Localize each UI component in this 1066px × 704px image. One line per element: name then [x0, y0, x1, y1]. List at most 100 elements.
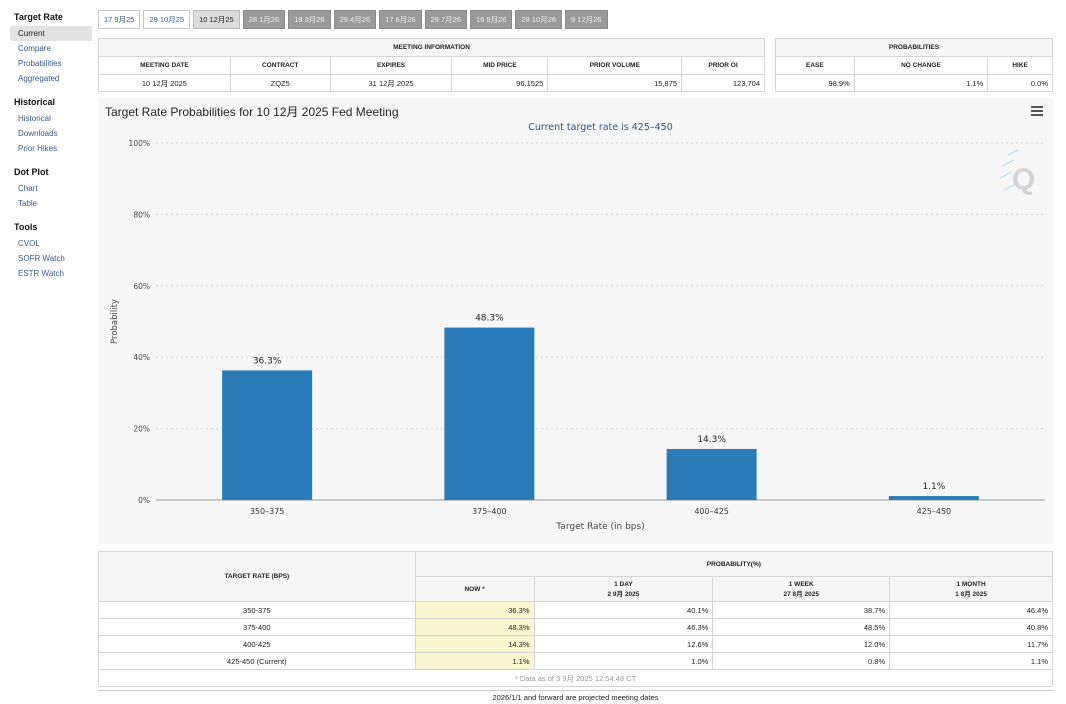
target-rate-cell: 425-450 (Current)	[98, 652, 416, 670]
col-no-change: NO CHANGE	[853, 56, 989, 75]
prior-volume-value: 15,875	[547, 74, 683, 92]
history-col-label: NOW *	[464, 585, 485, 593]
sidebar-group-tools: Tools	[14, 222, 38, 232]
probability-cell: 12.6%	[533, 635, 714, 653]
tab-meeting-10[interactable]: 9 12月26	[565, 10, 608, 29]
sidebar-group-historical: Historical	[14, 97, 56, 107]
history-col-date: 2 9月 2025	[607, 590, 640, 598]
ease-value: 98.9%	[775, 74, 855, 92]
chart-subtitle: Current target rate is 425–450	[528, 122, 673, 133]
probability-cell: 48.5%	[712, 618, 891, 636]
sidebar-group-target-rate: Target Rate	[14, 12, 63, 22]
bar-data-label: 14.3%	[697, 435, 726, 445]
sidebar-item-tools-sofr-watch[interactable]: SOFR Watch	[18, 254, 65, 263]
tab-meeting-8[interactable]: 16 9月26	[469, 10, 513, 29]
sidebar-item-tools-cvol[interactable]: CVOL	[18, 239, 40, 248]
probability-header: PROBABILITY(%)	[414, 551, 1054, 577]
bar-data-label: 1.1%	[922, 482, 945, 492]
probability-cell: 46.4%	[889, 601, 1053, 619]
table-row: 400-425 14.3% 12.6% 12.0% 11.7%	[98, 635, 1053, 653]
y-tick-label: 0%	[138, 496, 150, 505]
history-col-date: 1 8月 2025	[955, 590, 987, 598]
sidebar: Target Rate Current Compare Probabilities Ag…	[10, 10, 92, 281]
history-col-0: NOW *	[414, 576, 535, 602]
chart-title: Target Rate Probabilities for 10 12月 202…	[105, 105, 399, 119]
sidebar-item-tools-estr-watch[interactable]: ESTR Watch	[18, 269, 64, 278]
sidebar-item-dot-plot-chart[interactable]: Chart	[18, 184, 38, 193]
x-tick-label: 425–450	[917, 507, 952, 516]
x-axis-label: Target Rate (in bps)	[555, 522, 644, 532]
probability-cell: 1.0%	[533, 652, 714, 670]
tab-meeting-5[interactable]: 29 4月26	[333, 10, 377, 29]
table-row: 375-400 48.3% 46.3% 48.5% 40.8%	[98, 618, 1053, 636]
target-rate-cell: 375-400	[98, 618, 416, 636]
tab-meeting-9[interactable]: 28 10月26	[515, 10, 563, 29]
data-timestamp-note: * Data as of 3 9月 2025 12:54:48 CT	[98, 669, 1053, 687]
tab-meeting-3[interactable]: 28 1月26	[242, 10, 286, 29]
col-meeting-date: MEETING DATE	[98, 56, 231, 75]
y-tick-label: 40%	[133, 353, 150, 362]
probability-cell: 12.0%	[712, 635, 891, 653]
col-mid-price: MID PRICE	[451, 56, 549, 75]
tab-meeting-4[interactable]: 18 3月26	[288, 10, 331, 29]
y-tick-label: 20%	[133, 425, 150, 434]
tab-meeting-1[interactable]: 29 10月25	[143, 10, 191, 29]
probability-cell: 11.7%	[889, 635, 1053, 653]
sidebar-item-target-rate-current[interactable]: Current	[10, 26, 92, 41]
sidebar-item-historical-prior-hikes[interactable]: Prior Hikes	[18, 144, 58, 153]
history-col-2: 1 WEEK 27 8月 2025	[712, 576, 891, 602]
probability-history-table: TARGET RATE (BPS) PROBABILITY(%) NOW * 1 …	[98, 551, 1054, 687]
col-prior-volume: PRIOR VOLUME	[547, 56, 683, 75]
bar-375-400	[444, 327, 535, 500]
probability-cell: 38.7%	[712, 601, 891, 619]
x-tick-label: 400–425	[694, 507, 729, 516]
sidebar-item-target-rate-compare[interactable]: Compare	[18, 44, 51, 53]
bar-data-label: 48.3%	[475, 314, 504, 324]
y-tick-label: 80%	[133, 210, 150, 219]
y-tick-label: 100%	[129, 139, 150, 148]
target-rate-cell: 400-425	[98, 635, 416, 653]
x-tick-label: 350–375	[250, 507, 285, 516]
bar-350-375	[222, 370, 313, 500]
svg-text:Q: Q	[1012, 163, 1035, 196]
col-expires: EXPIRES	[329, 56, 453, 75]
probability-cell: 48.3%	[414, 618, 535, 636]
sidebar-item-historical-historical[interactable]: Historical	[18, 114, 51, 123]
col-hike: HIKE	[987, 56, 1053, 75]
tab-meeting-6[interactable]: 17 6月26	[379, 10, 422, 29]
col-prior-oi: PRIOR OI	[681, 56, 765, 75]
history-col-label: 1 MONTH	[956, 580, 986, 588]
mid-price-value: 96.1525	[451, 74, 549, 92]
target-rate-cell: 350-375	[98, 601, 416, 619]
col-ease: EASE	[775, 56, 855, 75]
bar-425-450	[888, 496, 979, 500]
meeting-information-table: MEETING INFORMATION MEETING DATE CONTRAC…	[98, 38, 765, 92]
probability-cell: 1.1%	[889, 652, 1053, 670]
history-col-date: 27 8月 2025	[783, 590, 819, 598]
meeting-date-value: 10 12月 2025	[98, 74, 231, 92]
history-col-label: 1 DAY	[614, 580, 633, 588]
sidebar-item-dot-plot-table[interactable]: Table	[18, 199, 38, 208]
tab-meeting-2[interactable]: 10 12月25	[193, 10, 240, 29]
probability-cell: 14.3%	[414, 635, 535, 653]
probability-cell: 40.8%	[889, 618, 1053, 636]
tab-meeting-0[interactable]: 17 9月25	[98, 10, 141, 29]
col-contract: CONTRACT	[229, 56, 331, 75]
table-row: 425-450 (Current) 1.1% 1.0% 0.8% 1.1%	[98, 652, 1053, 670]
bar-chart: Q Current target rate is 425–450 0% 20% 40%…	[110, 122, 1045, 532]
x-tick-label: 375–400	[472, 507, 507, 516]
projected-dates-footer: 2026/1/1 and forward are projected meeti…	[98, 690, 1053, 702]
contract-value: ZQZ5	[229, 74, 331, 92]
sidebar-item-target-rate-aggregated[interactable]: Aggregated	[18, 74, 60, 83]
y-tick-label: 60%	[133, 282, 150, 291]
chart-menu-icon[interactable]	[1031, 106, 1043, 116]
sidebar-item-target-rate-probabilities[interactable]: Probabilities	[18, 59, 62, 68]
probability-cell: 46.3%	[533, 618, 714, 636]
probability-cell: 0.8%	[712, 652, 891, 670]
sidebar-item-historical-downloads[interactable]: Downloads	[18, 129, 58, 138]
probability-history-panel: TARGET RATE (BPS) PROBABILITY(%) NOW * 1 …	[98, 551, 1054, 687]
watermark-logo: Q	[999, 149, 1035, 196]
tab-meeting-7[interactable]: 29 7月26	[424, 10, 467, 29]
chart-panel: Q Current target rate is 425–450 0% 20% 40%…	[98, 98, 1053, 544]
history-col-1: 1 DAY 2 9月 2025	[533, 576, 714, 602]
